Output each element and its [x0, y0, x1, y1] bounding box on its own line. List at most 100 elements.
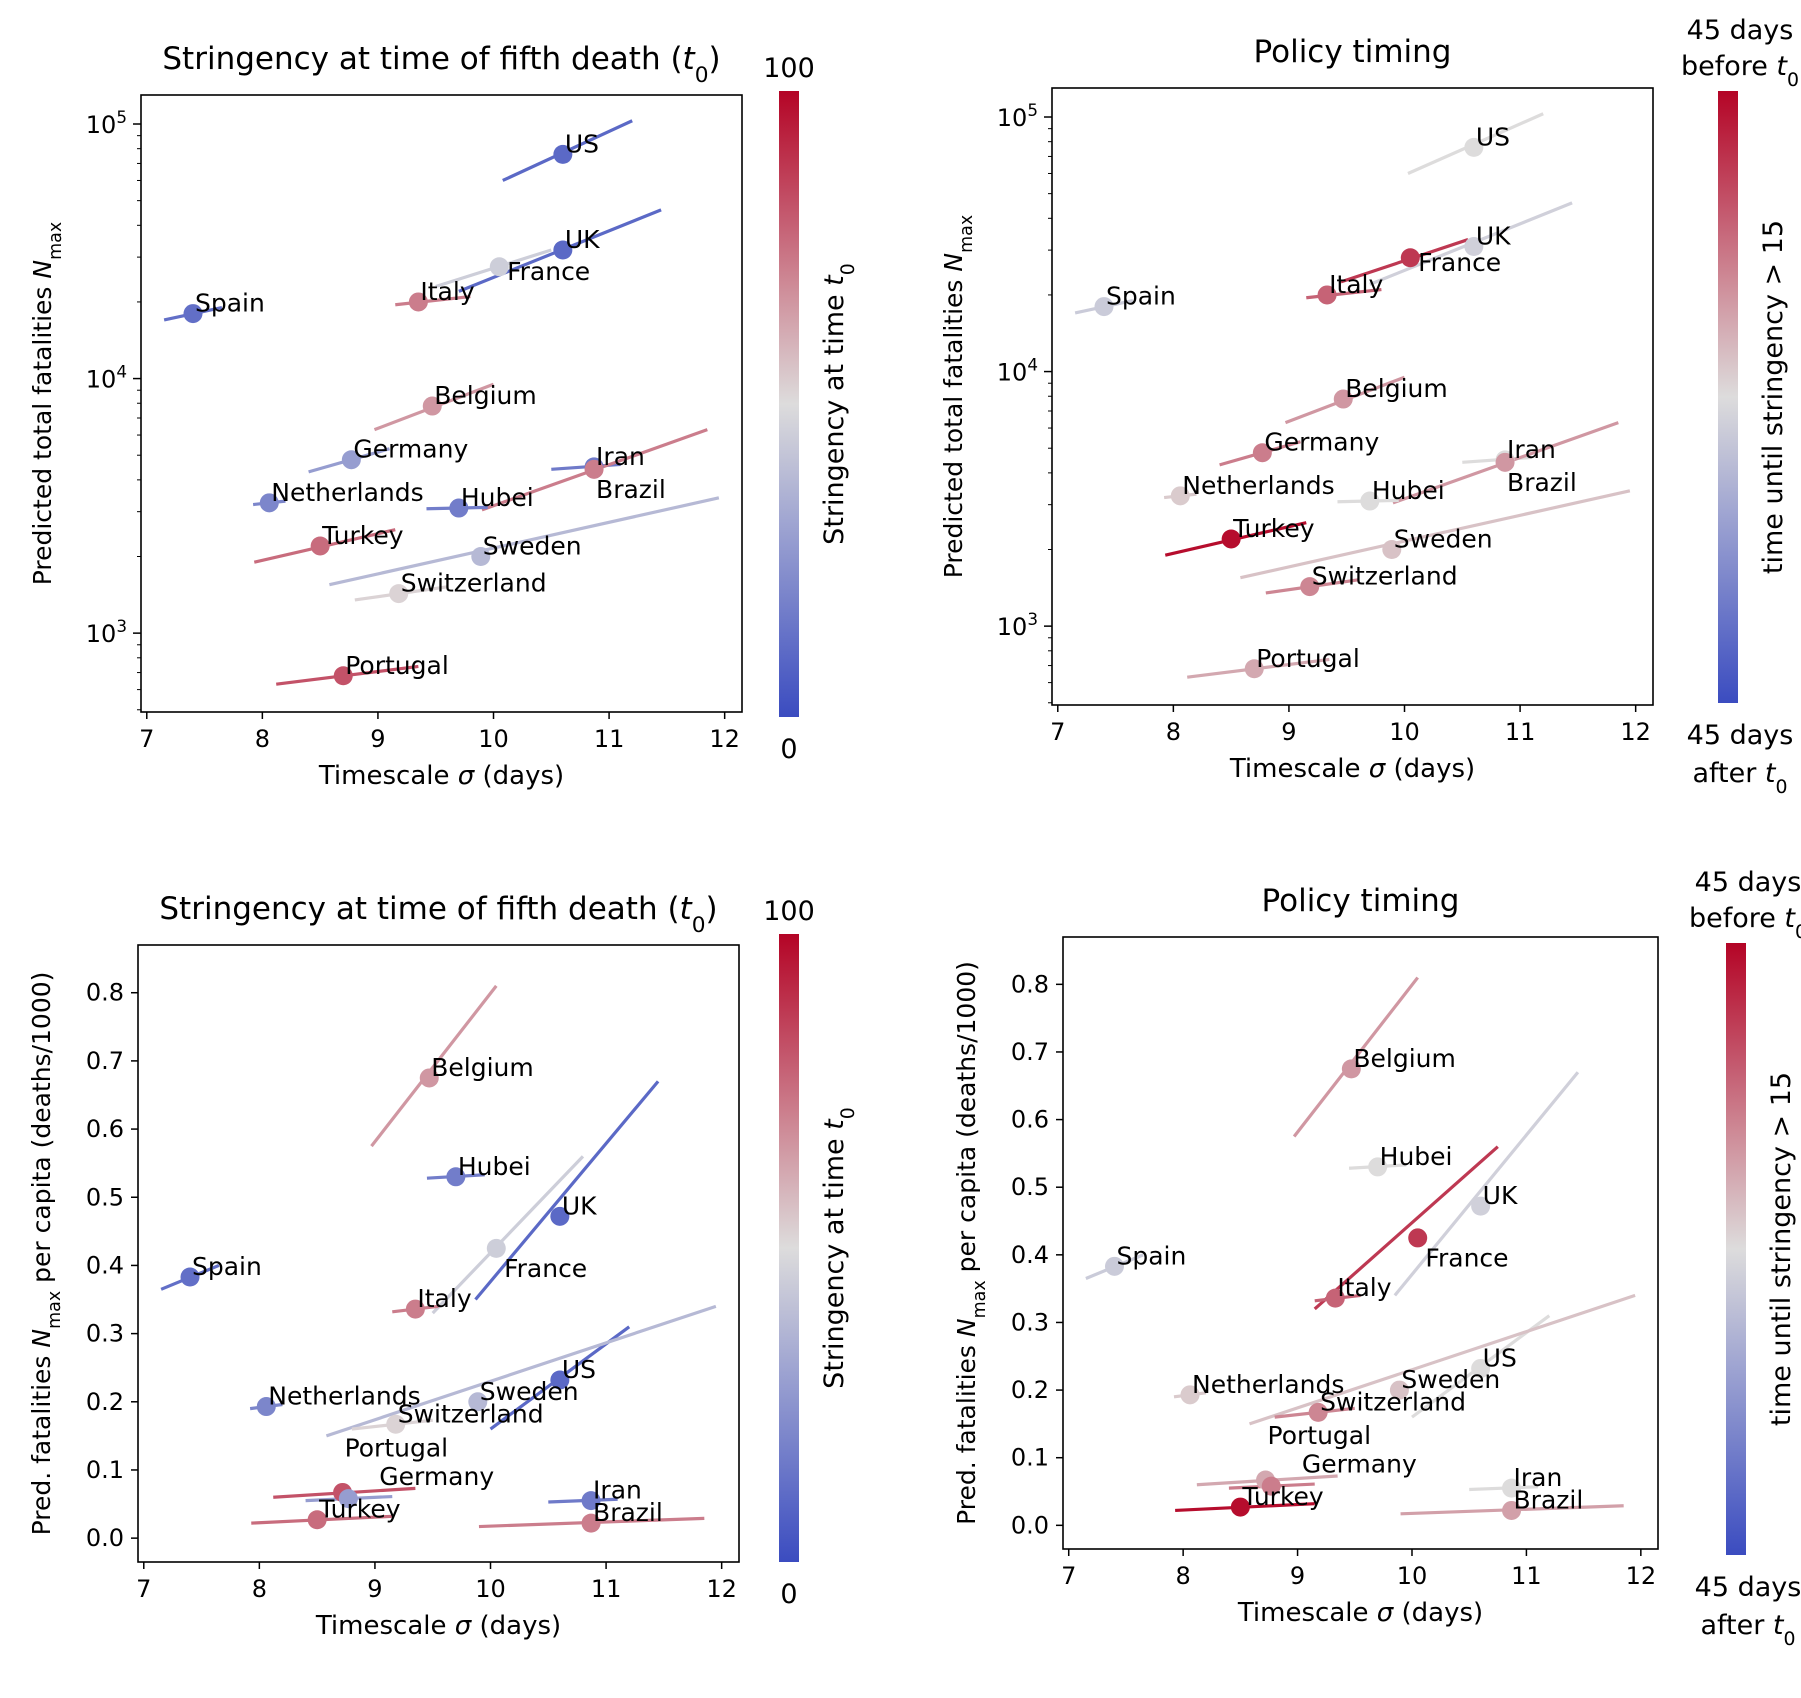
point-us: [1471, 1358, 1491, 1378]
point-turkey: [1221, 529, 1241, 549]
label-uk: UK: [1483, 1181, 1518, 1210]
y-tick-label: 105: [997, 100, 1038, 132]
point-netherlands: [259, 493, 279, 513]
y-tick-label: 0.2: [86, 1388, 124, 1416]
plot-frame: [137, 944, 740, 1563]
point-netherlands: [256, 1397, 276, 1417]
colorbar-top-label: 45 days: [1695, 867, 1801, 898]
x-axis-label: Timescale σ (days): [318, 761, 564, 791]
x-tick-label: 9: [1290, 1562, 1305, 1590]
label-italy: Italy: [420, 277, 474, 306]
x-axis-label: Timescale σ (days): [1229, 754, 1475, 784]
label-brazil: Brazil: [596, 475, 666, 504]
label-germany: Germany: [379, 1462, 494, 1491]
y-tick-label: 0.1: [86, 1456, 124, 1484]
chart-c: Stringency at time of fifth death (t0) 7 8…: [27, 891, 859, 1641]
point-iran: [581, 1491, 601, 1511]
point-iran: [1502, 1478, 1522, 1498]
label-italy: Italy: [417, 1284, 471, 1313]
label-turkey: Turkey: [321, 521, 404, 550]
point-sweden: [1382, 540, 1402, 560]
y-tick-label: 0.3: [1011, 1308, 1049, 1336]
y-axis-label: Predicted total fatalities Nmax: [28, 222, 66, 586]
colorbar-top-label: 45 days: [1687, 15, 1794, 46]
x-tick-label: 12: [1620, 718, 1651, 746]
y-axis-label: Pred. fatalities Nmax per capita (deaths…: [27, 972, 65, 1536]
label-uk: UK: [565, 225, 600, 254]
point-portugal: [1244, 659, 1264, 679]
colorbar-label: Stringency at time t0: [819, 263, 859, 545]
y-tick-label: 0.6: [1011, 1106, 1049, 1134]
label-netherlands: Netherlands: [1182, 471, 1334, 500]
point-belgium: [1341, 1059, 1361, 1079]
label-switzerland: Switzerland: [401, 569, 547, 598]
point-turkey: [310, 536, 330, 556]
y-tick-label: 0.2: [1011, 1376, 1049, 1404]
point-italy: [408, 292, 428, 312]
label-switzerland: Switzerland: [1320, 1387, 1466, 1416]
colorbar-top-label: 100: [763, 53, 815, 84]
x-tick-label: 7: [1050, 718, 1065, 746]
y-tick-label: 0.4: [86, 1251, 124, 1279]
label-italy: Italy: [1337, 1273, 1391, 1302]
y-tick-label: 103: [86, 616, 127, 648]
colorbar-label: time until stringency > 15: [1766, 1072, 1797, 1426]
point-us: [550, 1370, 570, 1390]
point-germany: [1261, 1476, 1281, 1496]
y-tick-label: 0.8: [86, 979, 124, 1007]
label-brazil: Brazil: [1514, 1485, 1584, 1514]
point-portugal: [333, 666, 353, 686]
label-france: France: [1418, 248, 1501, 277]
point-netherlands: [1170, 486, 1190, 506]
label-us: US: [565, 129, 599, 158]
chart-b: Policy timing 7 8 9 10 11 12 Timescale σ (days)…: [939, 15, 1799, 798]
label-uk: UK: [562, 1191, 597, 1220]
colorbar-bottom-label: 45 days: [1695, 1572, 1801, 1603]
trend-line-france: [1313, 1145, 1499, 1311]
point-uk: [553, 240, 573, 260]
label-hubei: Hubei: [458, 1152, 531, 1181]
trend-line-sweden: [325, 1304, 717, 1438]
point-hubei: [1360, 491, 1380, 511]
plot-frame: [1051, 87, 1654, 706]
point-netherlands: [1180, 1385, 1200, 1405]
label-sweden: Sweden: [1401, 1365, 1500, 1394]
label-hubei: Hubei: [1372, 476, 1445, 505]
colorbar-label: time until stringency > 15: [1758, 220, 1789, 574]
x-tick-label: 11: [1505, 718, 1536, 746]
colorbar-bottom-label: 45 days: [1687, 720, 1794, 751]
label-sweden: Sweden: [480, 1377, 579, 1406]
label-portugal: Portugal: [1268, 1421, 1372, 1450]
label-brazil: Brazil: [593, 1498, 663, 1527]
y-tick-label: 0.0: [86, 1524, 124, 1552]
point-switzerland: [1300, 577, 1320, 597]
point-sweden: [1389, 1380, 1409, 1400]
point-sweden: [468, 1392, 488, 1412]
colorbar-top-label-line2: before t0: [1681, 51, 1799, 91]
x-tick-label: 9: [1281, 718, 1296, 746]
point-spain: [180, 1267, 200, 1287]
x-tick-label: 7: [139, 725, 154, 753]
y-axis-label: Predicted total fatalities Nmax: [939, 215, 977, 579]
label-netherlands: Netherlands: [1192, 1370, 1344, 1399]
label-turkey: Turkey: [1232, 514, 1315, 543]
y-tick-label: 0.5: [1011, 1173, 1049, 1201]
label-hubei: Hubei: [1380, 1142, 1453, 1171]
colorbar-bottom-label: 0: [780, 734, 797, 765]
x-tick-label: 10: [478, 725, 509, 753]
x-tick-label: 11: [1511, 1562, 1542, 1590]
colorbar-bottom-label-line2: after t0: [1700, 1610, 1795, 1650]
label-germany: Germany: [1264, 428, 1379, 457]
label-france: France: [504, 1254, 587, 1283]
trend-line-sweden: [1249, 1293, 1636, 1426]
point-germany: [338, 1489, 358, 1509]
point-uk: [1471, 1196, 1491, 1216]
label-iran: Iran: [596, 442, 645, 471]
label-portugal: Portugal: [1256, 644, 1360, 673]
point-germany: [1252, 443, 1272, 463]
y-tick-label: 103: [997, 609, 1038, 641]
colorbar-bottom-label-line2: after t0: [1692, 758, 1787, 798]
label-netherlands: Netherlands: [268, 1382, 420, 1411]
x-tick-label: 8: [1176, 1562, 1191, 1590]
